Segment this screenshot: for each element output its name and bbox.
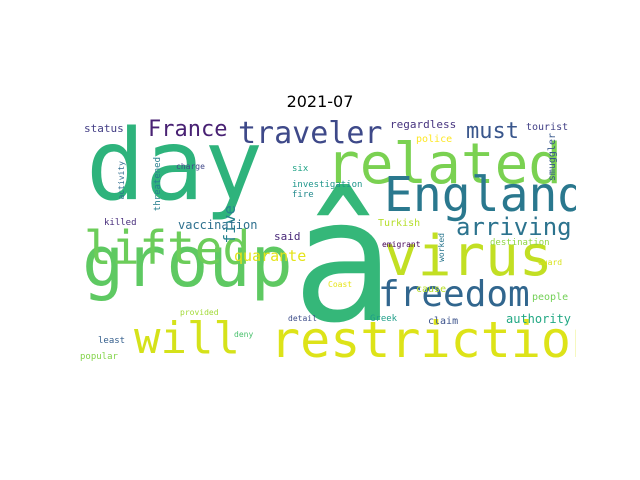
word-police: police: [416, 134, 453, 145]
word-smuggler: smuggler: [547, 133, 558, 182]
word-claim: claim: [428, 316, 459, 327]
word-killed: killed: [104, 218, 137, 228]
word-investigation: investigation: [292, 180, 363, 190]
word-regardless: regardless: [390, 119, 457, 131]
word-vaccination: vaccination: [178, 218, 258, 232]
word-related: related: [326, 132, 563, 197]
word-a-circumflex: â: [292, 163, 395, 361]
word-cloud: day â group related England virus lifted…: [80, 119, 576, 367]
word-provided: provided: [180, 308, 219, 317]
word-traveler: traveler: [238, 119, 383, 151]
word-status: status: [84, 122, 124, 135]
word-restriction: restriction: [270, 311, 576, 367]
word-guard: Guard: [538, 258, 563, 267]
word-virus: virus: [384, 224, 553, 289]
word-coast: Coast: [328, 280, 353, 289]
word-lifted: lifted: [84, 221, 251, 275]
word-people: people: [532, 292, 569, 303]
word-least: least: [98, 336, 126, 346]
word-turkish: Turkish: [378, 218, 421, 229]
word-freedom: freedom: [378, 274, 530, 315]
word-detail: detail: [288, 314, 317, 323]
word-england: England: [384, 167, 576, 223]
word-six: six: [292, 164, 309, 174]
word-worked: worked: [437, 233, 446, 262]
word-activity: activity: [117, 161, 126, 200]
word-group: group: [82, 221, 293, 303]
word-arriving: arriving: [456, 213, 572, 241]
word-fire: fire: [292, 190, 314, 200]
word-quarante: quarante: [234, 247, 307, 265]
word-charge: charge: [176, 162, 205, 171]
word-must: must: [466, 119, 519, 144]
word-france: France: [148, 119, 228, 142]
word-will: will: [134, 313, 240, 364]
word-tourist: tourist: [526, 122, 569, 133]
word-authority: authority: [506, 312, 572, 326]
word-popular: popular: [80, 352, 118, 362]
word-day: day: [86, 119, 264, 223]
word-destination: destination: [490, 238, 550, 248]
word-greek: Greek: [370, 314, 398, 324]
word-deny: deny: [234, 330, 254, 339]
word-emigrant: emigrant: [382, 240, 421, 249]
word-threatened: threatened: [153, 157, 163, 212]
word-said: said: [274, 230, 301, 243]
chart-title: 2021-07: [286, 92, 354, 111]
word-cause: cause: [416, 284, 447, 295]
